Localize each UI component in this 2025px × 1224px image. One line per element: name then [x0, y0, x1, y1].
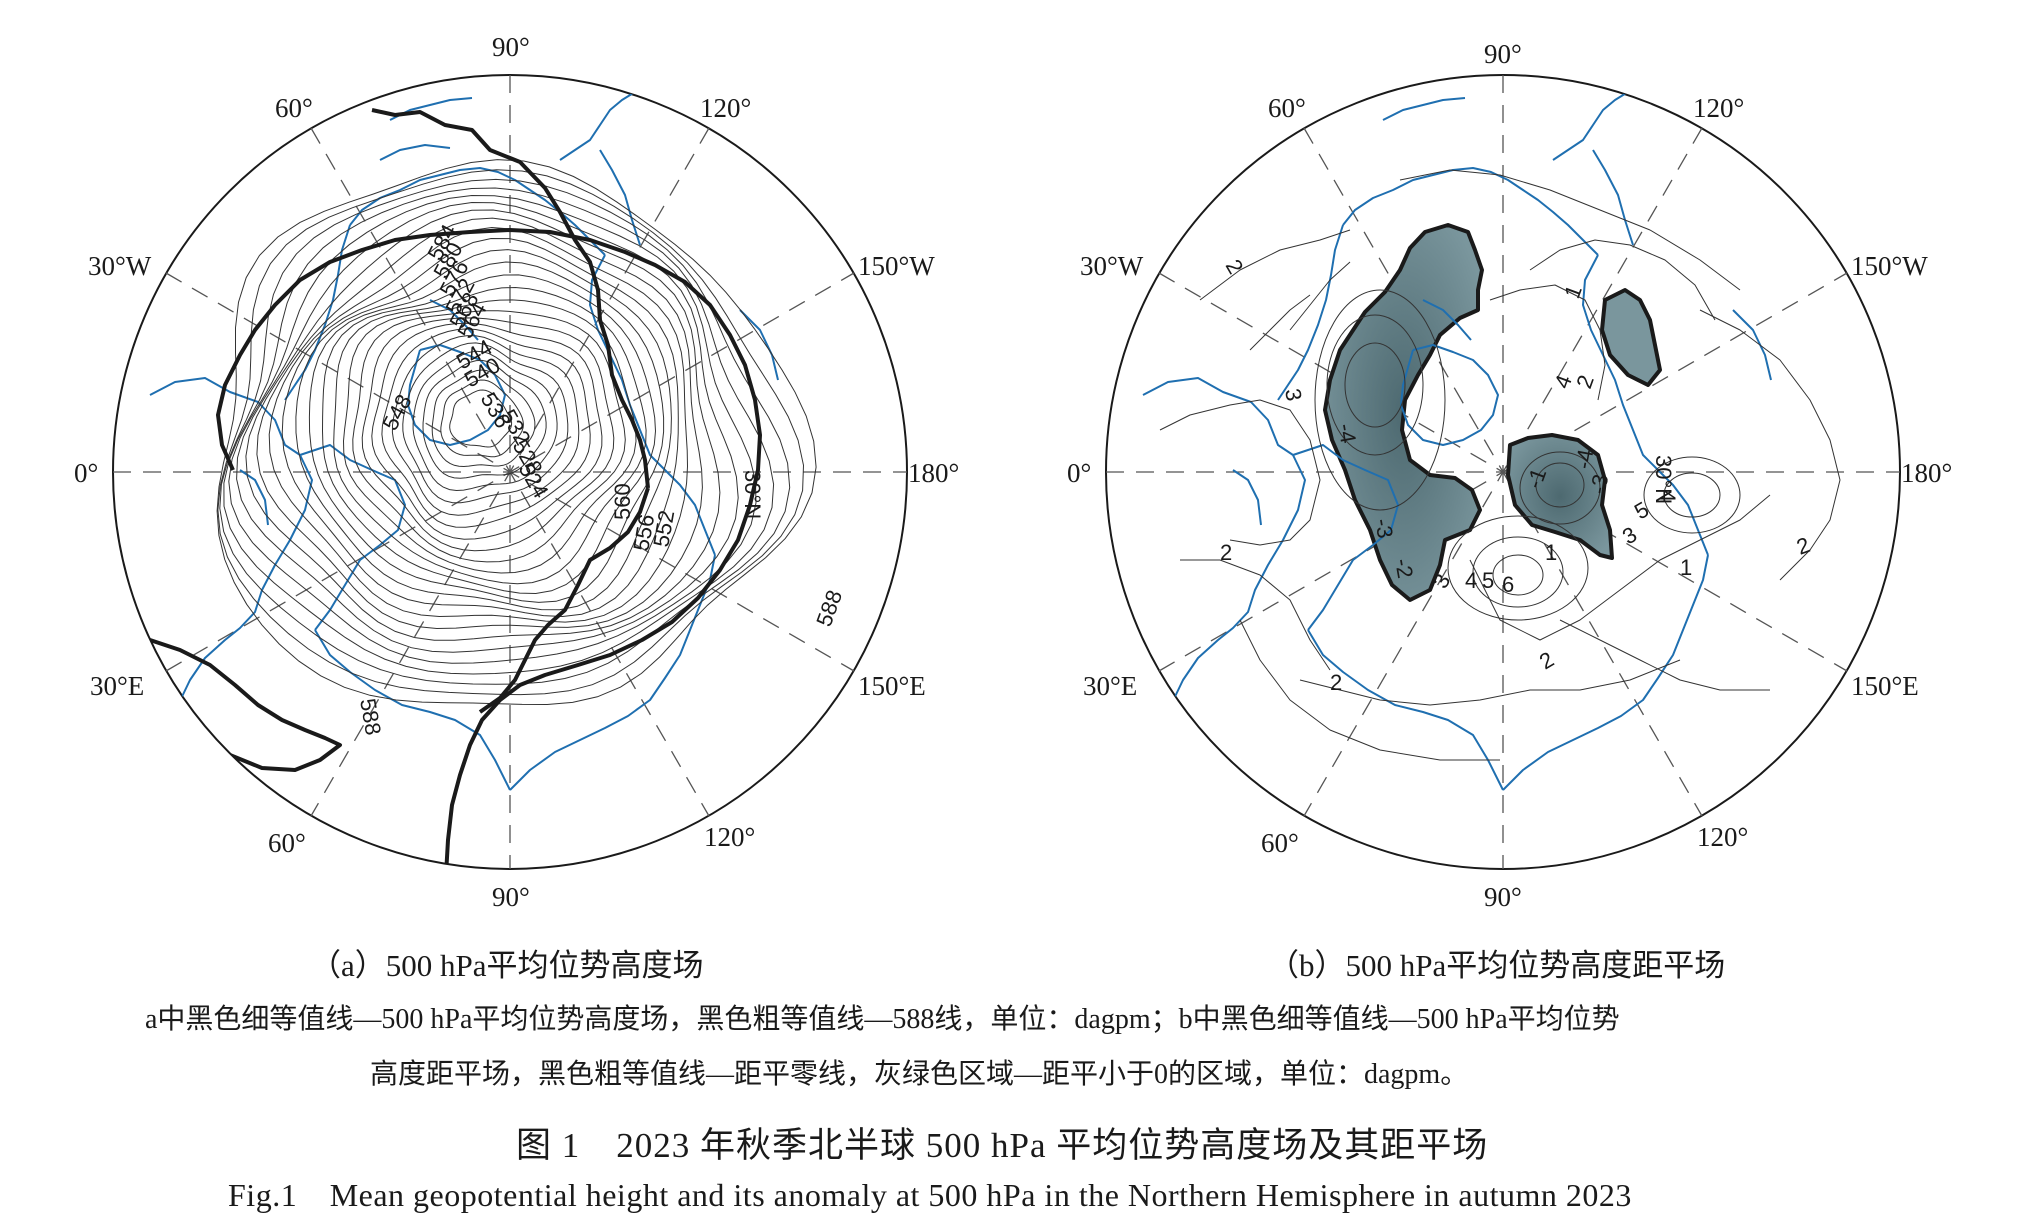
- lat-label: 30°N: [1651, 455, 1676, 504]
- height-contour: [361, 317, 615, 552]
- height-contour: [391, 335, 580, 516]
- height-contour: [216, 159, 817, 706]
- lon-label: 90°: [1484, 39, 1522, 69]
- contour-label: -3: [1585, 472, 1613, 496]
- height-contour: [431, 369, 536, 468]
- panel-a-geopotential-height-map: 584 580 576 572 568 564 548 544 540 536 …: [74, 32, 959, 912]
- lon-label: 30°W: [1080, 251, 1144, 281]
- figure-title-zh: 图 1 2023 年秋季北半球 500 hPa 平均位势高度场及其距平场: [516, 1126, 1489, 1165]
- height-contour: [281, 237, 679, 618]
- lon-label: 150°W: [1851, 251, 1928, 281]
- height-contour: [440, 379, 524, 458]
- height-contour: [381, 328, 591, 528]
- contour-label: 560: [610, 483, 635, 520]
- negative-anomaly-region-pacific: [1600, 288, 1662, 387]
- contour-label: 6: [1502, 572, 1514, 597]
- height-contour: [449, 389, 513, 448]
- panel-b-caption: （b）500 hPa平均位势高度距平场: [1268, 948, 1726, 983]
- figure-note-line-2: 高度距平场，黑色粗等值线—距平零线，灰绿色区域—距平小于0的区域，单位：dagp…: [370, 1059, 1469, 1090]
- contour-label: 3: [1280, 387, 1307, 403]
- anomaly-contours: [1159, 169, 1841, 761]
- contour-label: 5: [1482, 568, 1494, 593]
- lon-label: 150°E: [858, 671, 926, 701]
- height-contour: [412, 350, 558, 492]
- contour-label: -4: [1570, 447, 1598, 471]
- height-contour: [321, 274, 657, 595]
- height-contour: [371, 322, 603, 540]
- negative-anomaly-region-center: [1506, 433, 1614, 560]
- lon-label: 180°: [1901, 458, 1952, 488]
- lon-label: 0°: [1067, 458, 1091, 488]
- contour-label: -4: [1333, 422, 1361, 446]
- lon-label: 30°E: [90, 671, 144, 701]
- lon-label: 0°: [74, 458, 98, 488]
- height-contour: [422, 359, 547, 479]
- height-contour: [352, 310, 626, 563]
- height-contour: [217, 169, 805, 696]
- lon-label: 120°: [700, 93, 751, 123]
- lon-label: 150°W: [858, 251, 935, 281]
- contour-label: 2: [1330, 670, 1342, 695]
- lon-label: 150°E: [1851, 671, 1919, 701]
- contour-label: -2: [1390, 557, 1418, 581]
- height-contour: [333, 286, 647, 585]
- contour-label: 1: [1680, 555, 1692, 580]
- height-contour: [236, 201, 739, 653]
- height-contours: [216, 159, 817, 706]
- meridian-lines: [113, 75, 907, 869]
- panel-a-caption: （a）500 hPa平均位势高度场: [310, 948, 704, 983]
- longitude-labels: 90° 60° 120° 30°W 150°W 0° 180° 30°E 150…: [74, 32, 959, 912]
- contour-label: 4: [1465, 568, 1477, 593]
- height-contour: [256, 217, 703, 630]
- figure-note-line-1: a中黑色细等值线—500 hPa平均位势高度场，黑色粗等值线—588线，单位：d…: [145, 1004, 1620, 1035]
- contour-label: 2: [1220, 540, 1232, 565]
- height-contour: [228, 194, 757, 664]
- lon-label: 60°: [1268, 93, 1306, 123]
- height-contour: [342, 299, 637, 574]
- lon-label: 90°: [1484, 882, 1522, 912]
- height-contour: [308, 261, 665, 603]
- contour-label: 1: [1545, 540, 1557, 565]
- lon-label: 60°: [275, 93, 313, 123]
- height-contour: [402, 342, 569, 504]
- lon-label: 120°: [1697, 822, 1748, 852]
- longitude-labels: 90° 60° 120° 30°W 150°W 0° 180° 30°E 150…: [1067, 39, 1952, 912]
- lat-label: 30°N: [740, 470, 765, 519]
- coastlines: [149, 91, 779, 791]
- meridian-lines: [1106, 75, 1900, 869]
- lon-label: 30°E: [1083, 671, 1137, 701]
- contour-label: 4: [1655, 490, 1680, 502]
- lon-label: 60°: [1261, 828, 1299, 858]
- lon-label: 120°: [1693, 93, 1744, 123]
- contour-labels: 584 580 576 572 568 564 548 544 540 536 …: [355, 220, 847, 737]
- height-contour: [223, 187, 775, 675]
- lon-label: 180°: [908, 458, 959, 488]
- figure-maps: 584 580 576 572 568 564 548 544 540 536 …: [74, 32, 1952, 912]
- lon-label: 90°: [492, 32, 530, 62]
- lon-label: 60°: [268, 828, 306, 858]
- figure-title-en: Fig.1 Mean geopotential height and its a…: [228, 1177, 1632, 1213]
- panel-b-height-anomaly-map: 2 2 3 -4 -3 -2 1 2 4 -4 -3 1 3 4 5 6 2 1…: [1067, 39, 1952, 912]
- lon-label: 120°: [704, 822, 755, 852]
- height-contour: [295, 249, 672, 611]
- height-contour: [268, 226, 689, 623]
- lon-label: 30°W: [88, 251, 152, 281]
- height-contour: [245, 209, 721, 641]
- height-contour: [219, 178, 791, 685]
- contour-label: -3: [1370, 517, 1398, 541]
- coastlines: [1142, 91, 1772, 791]
- lon-label: 90°: [492, 882, 530, 912]
